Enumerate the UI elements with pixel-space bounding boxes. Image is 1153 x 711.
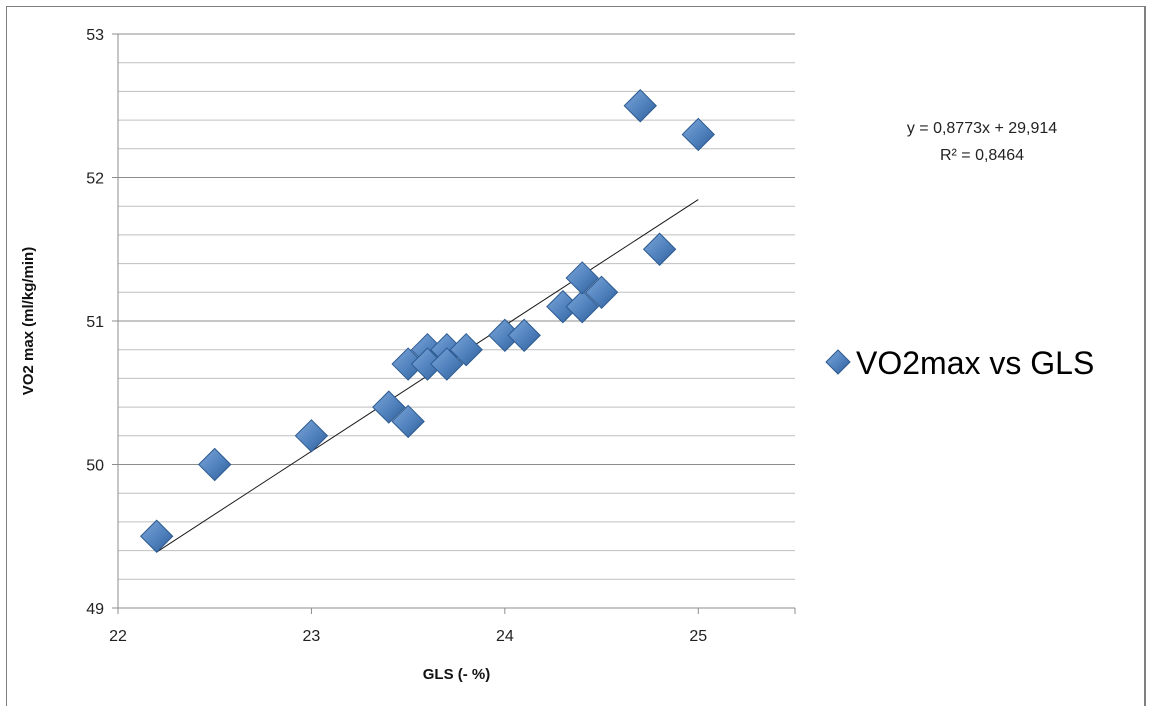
- data-point: [623, 89, 657, 123]
- gridlines: [118, 33, 795, 609]
- x-tick-label: 24: [496, 628, 514, 645]
- y-axis-title: VO2 max (ml/kg/min): [20, 247, 37, 395]
- data-point: [681, 117, 715, 152]
- y-tick-label: 49: [86, 601, 104, 618]
- y-tick-label: 52: [86, 171, 104, 188]
- y-tick-label: 51: [86, 314, 104, 331]
- data-point: [642, 232, 677, 266]
- data-point: [198, 447, 232, 482]
- y-tick-label: 50: [86, 458, 104, 475]
- x-axis-title: GLS (- %): [423, 666, 491, 683]
- data-point: [449, 332, 483, 367]
- data-point: [430, 347, 464, 381]
- data-point: [507, 318, 541, 353]
- trendline-r-squared: R² = 0,8464: [940, 147, 1024, 164]
- data-point: [294, 419, 329, 453]
- data-point: [391, 404, 425, 439]
- data-point: [584, 275, 619, 310]
- data-points: [139, 89, 715, 553]
- x-tick-label: 25: [689, 628, 707, 645]
- legend-label: VO2max vs GLS: [856, 345, 1094, 381]
- y-tick-label: 53: [86, 27, 104, 44]
- data-point: [372, 390, 406, 424]
- trendline-equation: y = 0,8773x + 29,914: [907, 120, 1057, 137]
- tick-labels: 49 50 51 52 53 22 23 24 25: [86, 27, 796, 645]
- legend: VO2max vs GLS: [825, 345, 1094, 381]
- x-tick-label: 23: [303, 628, 321, 645]
- legend-marker-diamond: [825, 349, 851, 375]
- x-tick-label: 22: [109, 628, 127, 645]
- data-point: [565, 261, 599, 295]
- legend-marker-shape: [825, 349, 851, 375]
- data-point: [139, 519, 174, 553]
- data-point: [565, 289, 599, 324]
- chart-frame: [6, 6, 1146, 706]
